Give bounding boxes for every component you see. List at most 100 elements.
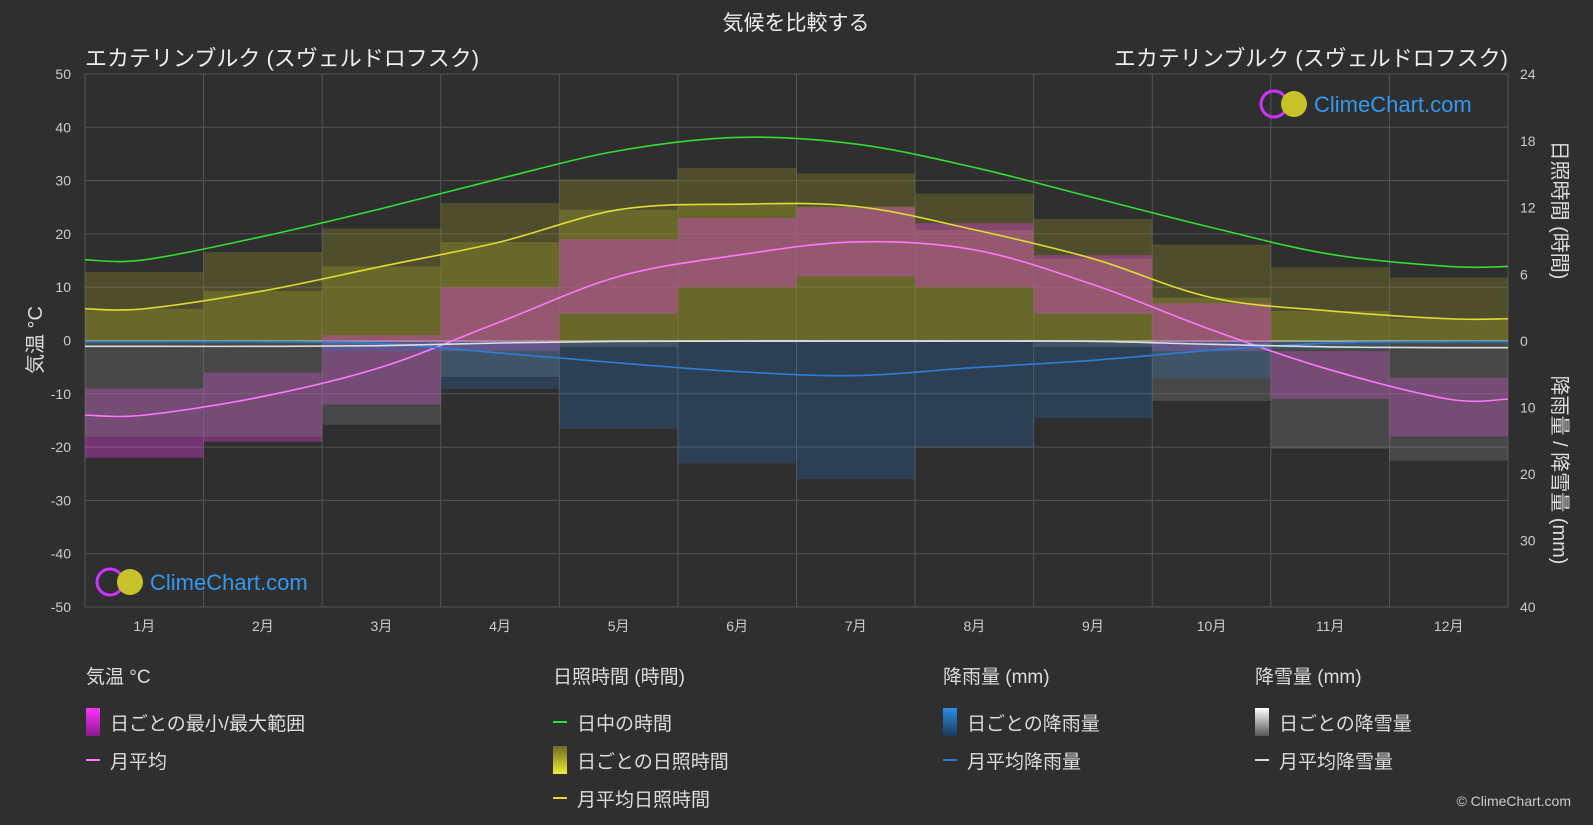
snow-bar bbox=[203, 341, 323, 437]
sunshine-bar bbox=[1389, 318, 1508, 341]
temp-avg-swatch bbox=[86, 759, 100, 761]
brand-logo-bottom[interactable]: ClimeChart.com bbox=[95, 567, 308, 597]
y-tick-right-top: 0 bbox=[1520, 333, 1528, 349]
y-tick-left: 40 bbox=[55, 119, 71, 135]
rain-bar bbox=[1270, 341, 1390, 349]
legend-temp-title: 気温 °C bbox=[86, 667, 151, 688]
sunshine-bar bbox=[440, 241, 560, 341]
legend-sun-avg-label: 月平均日照時間 bbox=[577, 789, 711, 811]
y-tick-left: 50 bbox=[55, 66, 71, 82]
snow-bar bbox=[1270, 341, 1390, 449]
series-lines bbox=[84, 136, 1509, 418]
y-tick-left: -10 bbox=[51, 386, 71, 402]
legend-rain-daily-label: 日ごとの降雨量 bbox=[967, 713, 1100, 735]
y-tick-right-bottom: 10 bbox=[1520, 400, 1536, 416]
daylight-swatch bbox=[553, 721, 567, 723]
logo-sun-icon bbox=[117, 569, 143, 595]
y-tick-left: -50 bbox=[51, 599, 71, 615]
legend-temp-range: 日ごとの最小/最大範囲 bbox=[86, 703, 305, 741]
sunshine-bar bbox=[1389, 277, 1508, 341]
sunshine-bar bbox=[559, 209, 678, 341]
sunshine-bar bbox=[440, 202, 560, 341]
y-tick-left: -40 bbox=[51, 546, 71, 562]
temp-range-bar bbox=[1389, 377, 1508, 437]
series-line bbox=[84, 202, 1509, 321]
y-axis-right-bottom-label: 降雨量 / 降雪量 (mm) bbox=[1548, 376, 1571, 565]
y-tick-right-top: 6 bbox=[1520, 266, 1528, 282]
sunshine-bar bbox=[203, 290, 323, 341]
x-tick-label: 4月 bbox=[489, 618, 511, 634]
x-tick-label: 5月 bbox=[608, 618, 630, 634]
series-line bbox=[85, 340, 1509, 377]
temp-range-swatch bbox=[86, 708, 100, 736]
y-tick-right-bottom: 40 bbox=[1520, 599, 1536, 615]
legend-rain: 降雨量 (mm) 日ごとの降雨量 月平均降雨量 bbox=[943, 662, 1100, 779]
snow-swatch bbox=[1255, 708, 1269, 736]
sunshine-bar bbox=[915, 229, 1034, 341]
rain-avg-swatch bbox=[943, 759, 957, 761]
legend-snow-title: 降雪量 (mm) bbox=[1255, 667, 1362, 688]
axis-ticks: 50 40 30 20 10 0 -10 -20 -30 -40 -50 24 18 12 6 0 10 20 30… bbox=[51, 66, 1536, 634]
legend-sun-daily: 日ごとの日照時間 bbox=[553, 741, 729, 779]
legend-daylight-label: 日中の時間 bbox=[577, 713, 673, 735]
location-right: エカテリンブルク (スヴェルドロフスク) bbox=[1114, 46, 1508, 71]
legend-snow: 降雪量 (mm) 日ごとの降雪量 月平均降雪量 bbox=[1255, 662, 1412, 779]
y-tick-right-top: 24 bbox=[1520, 66, 1536, 82]
temp-range-bar bbox=[440, 287, 560, 352]
y-tick-right-top: 18 bbox=[1520, 133, 1536, 149]
location-left: エカテリンブルク (スヴェルドロフスク) bbox=[85, 46, 479, 71]
temp-range-bar bbox=[915, 223, 1034, 288]
sunshine-bar bbox=[1270, 310, 1390, 341]
y-tick-left: -20 bbox=[51, 439, 71, 455]
sunshine-swatch bbox=[553, 746, 567, 774]
x-tick-label: 6月 bbox=[726, 618, 748, 634]
x-tick-label: 12月 bbox=[1434, 618, 1464, 634]
sunshine-bar bbox=[1270, 267, 1390, 341]
legend-temp-range-label: 日ごとの最小/最大範囲 bbox=[110, 713, 306, 735]
temp-range-bar bbox=[677, 217, 797, 288]
y-tick-left: 10 bbox=[55, 279, 71, 295]
sunshine-bar bbox=[203, 252, 323, 341]
sunshine-bar bbox=[85, 271, 204, 341]
temp-range-bar bbox=[85, 388, 204, 458]
sunshine-bar bbox=[677, 204, 797, 341]
y-tick-left: 30 bbox=[55, 173, 71, 189]
snow-bar bbox=[440, 341, 560, 377]
rain-bar bbox=[440, 341, 560, 389]
series-line bbox=[84, 240, 1509, 418]
legend-snow-daily: 日ごとの降雪量 bbox=[1255, 703, 1412, 741]
legend-temp-avg: 月平均 bbox=[86, 741, 305, 779]
legend-snow-avg-label: 月平均降雪量 bbox=[1279, 751, 1394, 773]
y-axis-right-top-label: 日照時間 (時間) bbox=[1548, 141, 1571, 280]
snow-avg-swatch bbox=[1255, 759, 1269, 761]
rain-bar bbox=[677, 341, 797, 464]
legend-sun-daylight: 日中の時間 bbox=[553, 703, 729, 741]
logo-sun-icon bbox=[1281, 91, 1307, 117]
legend-temp: 気温 °C 日ごとの最小/最大範囲 月平均 bbox=[86, 662, 305, 779]
temp-range-bar bbox=[1270, 351, 1390, 400]
x-tick-label: 9月 bbox=[1082, 618, 1104, 634]
legend-snow-daily-label: 日ごとの降雪量 bbox=[1279, 713, 1412, 735]
series-line bbox=[84, 136, 1509, 269]
copyright: © ClimeChart.com bbox=[1456, 793, 1571, 809]
x-tick-label: 1月 bbox=[133, 618, 155, 634]
y-tick-left: -30 bbox=[51, 492, 71, 508]
x-tick-label: 7月 bbox=[845, 618, 867, 634]
x-tick-label: 3月 bbox=[371, 618, 393, 634]
rain-bar bbox=[796, 341, 916, 480]
x-tick-label: 11月 bbox=[1316, 618, 1345, 634]
sunshine-bar bbox=[85, 308, 204, 341]
legend-snow-avg: 月平均降雪量 bbox=[1255, 741, 1412, 779]
rain-bar bbox=[559, 341, 678, 429]
sunshine-bar bbox=[322, 266, 441, 341]
rain-bar bbox=[915, 341, 1034, 448]
temp-range-bar bbox=[203, 372, 323, 442]
legend-rain-daily: 日ごとの降雨量 bbox=[943, 703, 1100, 741]
snow-bar bbox=[85, 341, 204, 437]
legend-sun-daily-label: 日ごとの日照時間 bbox=[577, 751, 729, 773]
y-tick-right-bottom: 20 bbox=[1520, 466, 1536, 482]
sunshine-bar bbox=[915, 193, 1034, 341]
y-axis-left-label: 気温 °C bbox=[24, 306, 47, 374]
brand-logo-top[interactable]: ClimeChart.com bbox=[1259, 89, 1472, 119]
legend-sun-title: 日照時間 (時間) bbox=[553, 667, 685, 688]
